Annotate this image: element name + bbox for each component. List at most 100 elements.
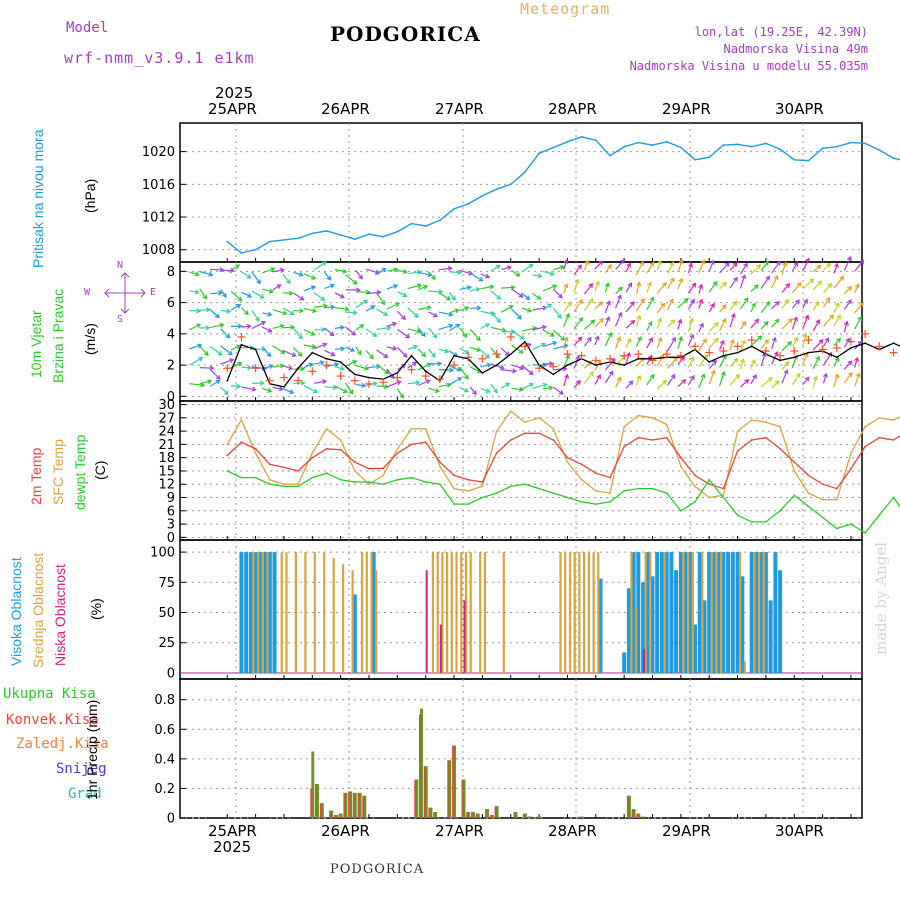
precip-ytick-label-0: 0 [167, 812, 175, 827]
wind-arrow [791, 317, 798, 330]
wind-arrow-head [834, 373, 840, 379]
dewpt-temp-line-point [538, 487, 540, 490]
pressure-ytick-label-0: 1008 [142, 243, 175, 258]
total-precip-bar [429, 807, 433, 818]
wind-arrow [604, 358, 616, 371]
high-cloud-bar [253, 552, 258, 673]
wind-arrow-head [493, 388, 498, 394]
wind-arrow [480, 349, 490, 359]
wind-arrow-head [616, 336, 622, 342]
wind-arrow-head [194, 289, 200, 295]
wind-arrow [303, 273, 316, 280]
temp-2m-line-point [439, 461, 441, 463]
wind-arrow-head [765, 275, 770, 281]
temp-2m-line-point [552, 439, 555, 441]
wind-speed-line-point [226, 379, 229, 382]
temp-2m-line-point [821, 483, 824, 486]
wind-arrow-head [557, 314, 562, 319]
wind-arrow-head [259, 380, 265, 386]
wind-arrow [843, 338, 850, 348]
dewpt-temp-line-point [453, 503, 455, 505]
wind-arrow [656, 337, 662, 349]
pressure-line-point [850, 141, 852, 144]
wind-arrow [376, 363, 389, 374]
sfc-temp-line-point [410, 428, 413, 430]
wind-arrow [407, 345, 418, 350]
wind-arrow [262, 312, 272, 316]
wind-arrow-head [256, 279, 261, 285]
wind-arrow [282, 292, 293, 294]
total-precip-bar [627, 795, 631, 818]
temp-2m-line [226, 432, 900, 490]
wind-arrow-head [744, 379, 750, 384]
top-year-label: 2025 [215, 84, 254, 102]
wind-arrow-head [771, 336, 777, 342]
wind-arrow [854, 373, 860, 387]
wind-arrow [313, 343, 327, 350]
wind-arrow-head [741, 321, 747, 327]
wind-arrow [708, 281, 717, 293]
wind-arrow-head [765, 300, 771, 306]
mid-cloud-bar [332, 558, 335, 673]
temp-2m-line-point [807, 474, 810, 477]
wind-arrow [438, 292, 451, 301]
made-by-credit: made by Angel [872, 541, 890, 655]
wind-arrow-head [300, 366, 306, 372]
wind-arrow-head [787, 318, 793, 324]
wind-arrow-head [423, 284, 429, 290]
sfc-temp-line-point [226, 443, 229, 446]
wind-arrow-head [649, 261, 655, 267]
mid-cloud-bar [753, 552, 756, 673]
temp-2m-line-point [694, 474, 696, 477]
total-precip-bar [415, 779, 419, 818]
wind-arrow [687, 356, 694, 369]
wind-arrow [303, 344, 316, 348]
temp-2m-line-point [268, 463, 271, 466]
wind-ytick-label-2: 4 [167, 327, 175, 342]
wind-arrow-head [381, 267, 387, 273]
wind-arrow-head [448, 323, 454, 329]
total-precip-bar [316, 784, 319, 818]
wind-arrow [324, 349, 335, 356]
pressure-line-point [424, 225, 427, 227]
wind-arrow [833, 374, 839, 388]
wind-arrow [417, 348, 426, 357]
wind-arrow-head [757, 335, 763, 341]
temperature-ytick-label-2: 6 [167, 504, 175, 519]
high-cloud-bar [711, 552, 716, 673]
wind-arrow-head [299, 308, 305, 314]
wind-arrow-head [847, 285, 853, 291]
wind-arrow [282, 388, 294, 394]
temp-2m-line-point [779, 447, 781, 450]
temp-2m-line-point [424, 441, 427, 444]
sfc-temp-line-point [892, 419, 895, 421]
wind-arrow [314, 361, 324, 365]
wind-arrow [604, 332, 612, 347]
wind-arrow [220, 345, 233, 356]
wind-arrow-head [518, 386, 524, 393]
wind-arrow [646, 261, 655, 274]
wind-arrow-head [247, 365, 253, 371]
wind-arrow [823, 283, 832, 294]
wind-arrow-head [698, 298, 704, 304]
pressure-frame [179, 122, 863, 263]
wind-arrow [428, 311, 438, 317]
high-cloud-bar [778, 570, 783, 673]
wind-arrow [625, 320, 635, 329]
wind-arrow [334, 385, 348, 393]
wind-arrow-head [617, 294, 622, 300]
wind-arrow-head [217, 350, 223, 356]
wind-arrow [345, 274, 358, 285]
wind-arrow [220, 289, 227, 298]
high-cloud-bar [636, 552, 641, 673]
dewpt-temp-line-point [793, 494, 796, 497]
wind-arrow-head [223, 390, 229, 396]
wind-arrow-head [596, 374, 601, 380]
wind-arrow-head [196, 323, 202, 329]
wind-arrow [272, 386, 283, 390]
wind-arrow-head [548, 385, 554, 391]
wind-arrow [449, 271, 462, 274]
wind-arrow [833, 315, 841, 327]
total-precip-bar [424, 766, 428, 818]
wind-arrow [750, 303, 756, 313]
